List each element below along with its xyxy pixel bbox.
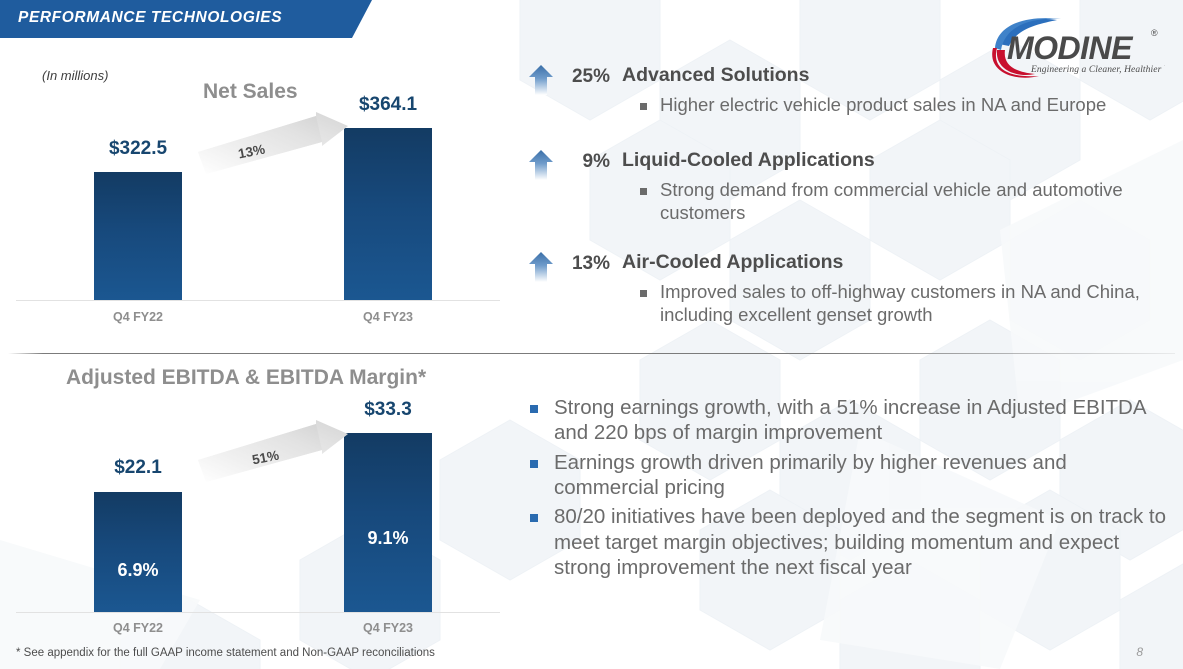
- segment-item-air-cooled: 13% Air-Cooled Applications Improved sal…: [528, 249, 1168, 329]
- bar2-margin-q4-fy23: 9.1%: [367, 528, 409, 548]
- segment-pct-air-cooled: 13%: [571, 253, 610, 274]
- bar2-value-q4-fy22: $22.1: [114, 457, 162, 478]
- logo-registered-mark: ®: [1151, 28, 1158, 38]
- list-item: Strong earnings growth, with a 51% incre…: [530, 395, 1170, 446]
- bar2-q4-fy22: [94, 492, 182, 612]
- bar2-margin-q4-fy22: 6.9%: [117, 560, 159, 580]
- segment-heading-advanced-solutions: Advanced Solutions: [622, 64, 810, 86]
- section-divider: [8, 353, 1175, 354]
- bar-value-q4-fy23: $364.1: [358, 94, 418, 115]
- page-number: 8: [1136, 645, 1143, 659]
- chart2-baseline: [16, 612, 500, 613]
- chart-title-net-sales: Net Sales: [203, 80, 298, 103]
- bar2-value-q4-fy23: $33.3: [364, 399, 412, 420]
- list-item-text: Strong earnings growth, with a 51% incre…: [554, 396, 1146, 445]
- category-label-q4-fy23: Q4 FY23: [362, 310, 414, 324]
- category2-label-q4-fy23: Q4 FY23: [362, 621, 414, 635]
- category2-label-q4-fy22: Q4 FY22: [112, 621, 164, 635]
- bar-q4-fy23: [344, 128, 432, 300]
- square-bullet-icon: [530, 405, 538, 413]
- up-arrow-icon: [528, 149, 554, 181]
- units-note: (In millions): [42, 68, 109, 83]
- square-bullet-icon: [640, 103, 647, 110]
- footnote: * See appendix for the full GAAP income …: [16, 647, 435, 659]
- segment-detail-advanced-solutions: Higher electric vehicle product sales in…: [640, 94, 1160, 117]
- ebitda-commentary-list: Strong earnings growth, with a 51% incre…: [530, 395, 1170, 584]
- square-bullet-icon: [640, 290, 647, 297]
- square-bullet-icon: [640, 188, 647, 195]
- logo-wordmark: MODINE: [1007, 30, 1134, 66]
- square-bullet-icon: [530, 459, 538, 468]
- modine-logo: MODINE ® Engineering a Cleaner, Healthie…: [973, 14, 1183, 80]
- segment-detail-liquid-cooled: Strong demand from commercial vehicle an…: [640, 179, 1140, 224]
- list-item: 80/20 initiatives have been deployed and…: [530, 504, 1170, 580]
- up-arrow-icon: [528, 251, 554, 283]
- chart-baseline: [16, 300, 500, 301]
- bar2-q4-fy23: [344, 433, 432, 612]
- list-item-text: 80/20 initiatives have been deployed and…: [554, 505, 1166, 579]
- segment-item-liquid-cooled: 9% Liquid-Cooled Applications Strong dem…: [528, 147, 1168, 249]
- growth-arrow-adj-ebitda: [196, 420, 352, 482]
- up-arrow-icon: [528, 64, 554, 96]
- segment-pct-liquid-cooled: 9%: [582, 151, 610, 172]
- segment-detail-text: Strong demand from commercial vehicle an…: [660, 179, 1123, 223]
- segment-pct-advanced-solutions: 25%: [571, 66, 610, 87]
- list-item-text: Earnings growth driven primarily by high…: [554, 450, 1067, 499]
- page-title: PERFORMANCE TECHNOLOGIES: [18, 9, 283, 26]
- segment-detail-text: Improved sales to off-highway customers …: [660, 281, 1140, 325]
- segment-highlights-list: 25% Advanced Solutions Higher electric v…: [528, 62, 1168, 329]
- segment-detail-air-cooled: Improved sales to off-highway customers …: [640, 281, 1170, 326]
- list-item: Earnings growth driven primarily by high…: [530, 450, 1170, 501]
- growth-arrow-net-sales: [196, 112, 352, 174]
- segment-heading-air-cooled: Air-Cooled Applications: [622, 251, 844, 273]
- category-label-q4-fy22: Q4 FY22: [112, 310, 164, 324]
- chart-title-adj-ebitda: Adjusted EBITDA & EBITDA Margin*: [66, 366, 427, 389]
- bar-value-q4-fy22: $322.5: [108, 138, 168, 159]
- segment-detail-text: Higher electric vehicle product sales in…: [660, 94, 1107, 115]
- logo-tagline: Engineering a Cleaner, Healthier World: [1030, 65, 1165, 75]
- square-bullet-icon: [530, 514, 538, 523]
- bar-q4-fy22: [94, 172, 182, 300]
- segment-heading-liquid-cooled: Liquid-Cooled Applications: [622, 149, 875, 171]
- section-banner: [0, 0, 372, 38]
